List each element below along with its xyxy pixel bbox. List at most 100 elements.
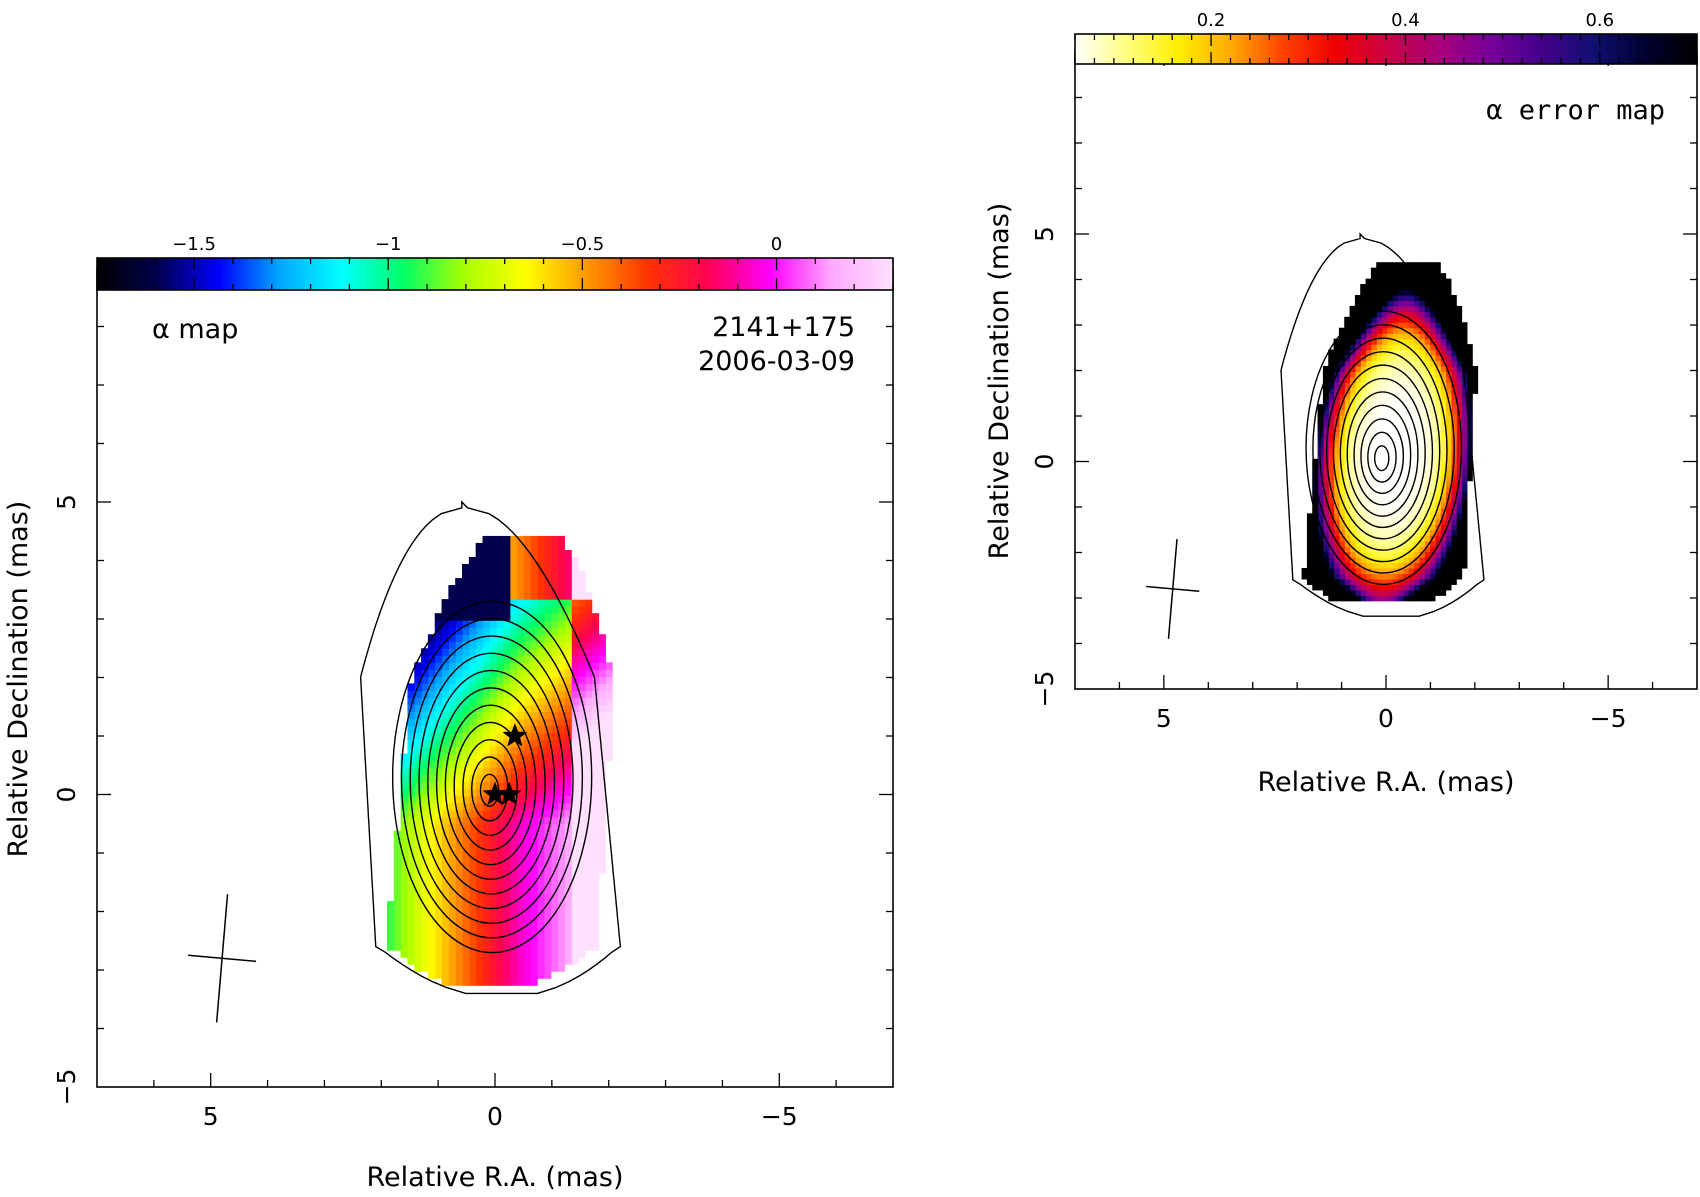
alpha-map-pixel [530, 830, 538, 839]
alpha-error-pixel [1440, 436, 1447, 443]
alpha-error-pixel [1370, 535, 1377, 542]
alpha-map-pixel [557, 704, 565, 713]
alpha-map-pixel [550, 957, 559, 965]
alpha-error-pixel [1386, 415, 1393, 422]
alpha-map-pixel [441, 907, 449, 916]
alpha-map-pixel [550, 746, 559, 755]
alpha-error-pixel [1413, 398, 1420, 405]
alpha-error-pixel [1450, 496, 1457, 504]
alpha-error-pixel [1376, 420, 1383, 427]
alpha-error-pixel [1408, 546, 1415, 553]
alpha-map-pixel [421, 809, 429, 818]
alpha-error-pixel [1461, 486, 1468, 493]
alpha-map-pixel [578, 802, 586, 811]
alpha-map-pixel [393, 879, 402, 888]
alpha-map-pixel [475, 718, 484, 727]
alpha-error-pixel [1408, 382, 1415, 389]
alpha-error-pixel [1360, 573, 1367, 580]
alpha-error-pixel [1413, 524, 1420, 531]
alpha-map-pixel [414, 739, 422, 748]
alpha-error-pixel [1418, 338, 1425, 345]
alpha-map-pixel [448, 788, 456, 797]
alpha-error-pixel [1392, 426, 1399, 433]
alpha-map-pixel [591, 936, 600, 944]
alpha-map-pixel [509, 613, 518, 621]
alpha-map-pixel [578, 578, 586, 586]
alpha-error-pixel [1450, 491, 1457, 498]
alpha-map-pixel [475, 781, 484, 790]
alpha-map-pixel [537, 830, 545, 839]
alpha-error-x-tick-labels: 5 0 −5 [1156, 704, 1627, 733]
alpha-map-pixel [502, 858, 511, 867]
alpha-error-pixel [1456, 420, 1463, 427]
alpha-map-pixel [530, 900, 538, 909]
alpha-map-pixel [591, 907, 600, 916]
alpha-map-pixel [496, 542, 504, 551]
alpha-error-pixel [1392, 546, 1399, 553]
alpha-error-pixel [1386, 267, 1393, 274]
alpha-map-pixel [584, 929, 593, 937]
alpha-error-map-title: α error map [1486, 95, 1665, 126]
alpha-error-pixel [1381, 496, 1388, 504]
alpha-map-pixel [509, 900, 518, 909]
alpha-map-pixel [564, 704, 572, 713]
alpha-error-pixel [1397, 464, 1404, 471]
alpha-map-pixel [421, 915, 429, 923]
alpha-map-pixel [441, 669, 449, 677]
alpha-map-pixel [543, 634, 552, 642]
alpha-map-pixel [407, 725, 415, 734]
alpha-map-pixel [543, 795, 552, 804]
alpha-map-pixel [475, 900, 484, 909]
alpha-error-pixel [1349, 442, 1356, 449]
alpha-error-pixel [1365, 491, 1372, 498]
alpha-map-pixel [584, 900, 593, 909]
alpha-map-pixel [462, 669, 470, 677]
alpha-map-pixel [530, 851, 538, 860]
alpha-map-pixel [543, 809, 552, 818]
alpha-error-pixel [1434, 278, 1441, 285]
alpha-map-pixel [537, 964, 545, 972]
alpha-error-pixel [1322, 409, 1329, 416]
alpha-map-pixel [414, 753, 422, 762]
alpha-map-pixel [564, 648, 572, 656]
alpha-error-pixel [1386, 491, 1393, 498]
alpha-error-pixel [1402, 344, 1409, 351]
alpha-error-pixel [1418, 426, 1425, 433]
alpha-error-pixel [1424, 376, 1431, 383]
alpha-map-pixel [475, 725, 484, 734]
alpha-error-pixel [1360, 382, 1367, 389]
alpha-map-pixel [434, 907, 443, 916]
alpha-error-pixel [1429, 475, 1436, 482]
alpha-map-pixel [441, 943, 449, 951]
alpha-map-pixel [434, 697, 443, 706]
alpha-error-pixel [1461, 524, 1468, 531]
alpha-map-pixel [482, 964, 490, 972]
alpha-map-pixel [523, 858, 531, 867]
alpha-map-pixel [516, 592, 525, 600]
alpha-error-pixel [1349, 355, 1356, 362]
alpha-map-pixel [516, 957, 525, 965]
alpha-error-pixel [1429, 420, 1436, 427]
alpha-map-pixel [584, 648, 593, 656]
alpha-error-pixel [1402, 273, 1409, 280]
alpha-error-pixel [1402, 431, 1409, 438]
alpha-map-pixel [537, 578, 545, 586]
alpha-map-pixel [489, 760, 497, 769]
alpha-map-pixel [455, 676, 463, 684]
alpha-error-pixel [1333, 338, 1340, 345]
alpha-error-pixel [1381, 546, 1388, 553]
alpha-error-pixel [1381, 398, 1388, 405]
alpha-error-contour [1360, 418, 1405, 495]
alpha-map-pixel [400, 950, 409, 958]
alpha-map-pixel [502, 929, 511, 937]
alpha-map-pixel [516, 683, 525, 691]
alpha-error-pixel [1333, 496, 1340, 504]
alpha-map-pixel [468, 964, 477, 972]
alpha-map-pixel [482, 535, 490, 544]
alpha-map-pixel [496, 936, 504, 944]
alpha-error-pixel [1408, 562, 1415, 569]
alpha-error-pixel [1317, 535, 1324, 542]
alpha-error-pixel [1461, 436, 1468, 443]
alpha-error-pixel [1402, 464, 1409, 471]
alpha-error-pixel [1312, 546, 1319, 553]
